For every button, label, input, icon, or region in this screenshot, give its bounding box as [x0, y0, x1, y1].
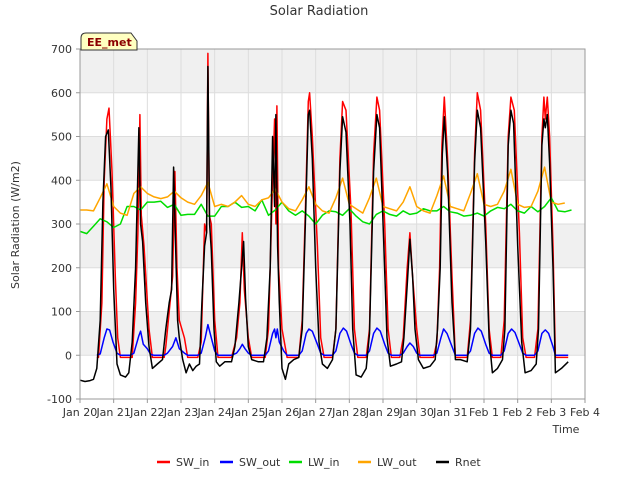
- y-tick-label: 600: [51, 87, 72, 100]
- y-tick-label: 500: [51, 131, 72, 144]
- legend-label-lw_in: LW_in: [308, 456, 340, 469]
- x-tick-label: Jan 26: [264, 406, 299, 419]
- background-band: [80, 136, 585, 181]
- background-band: [80, 224, 585, 268]
- x-tick-label: Jan 28: [331, 406, 366, 419]
- legend: SW_in SW_out LW_in LW_out Rnet: [157, 456, 481, 469]
- x-tick-label: Feb 2: [503, 406, 533, 419]
- series-line-rnet: [79, 65, 569, 383]
- x-axis-label: Time: [552, 423, 580, 436]
- y-axis-label: Solar Radiation (W/m2): [9, 161, 22, 289]
- background-band: [80, 311, 585, 356]
- x-tick-label: Jan 24: [196, 406, 231, 419]
- x-tick-label: Jan 25: [230, 406, 265, 419]
- x-tick-label: Jan 22: [129, 406, 164, 419]
- station-badge: EE_met: [80, 32, 138, 51]
- legend-label-sw_out: SW_out: [239, 456, 281, 469]
- x-tick-label: Jan 29: [365, 406, 400, 419]
- legend-label-sw_in: SW_in: [176, 456, 209, 469]
- chart-title: Solar Radiation: [270, 4, 369, 19]
- x-tick-label: Jan 21: [95, 406, 130, 419]
- x-tick-label: Jan 20: [62, 406, 97, 419]
- y-tick-label: 0: [65, 349, 72, 362]
- x-tick-label: Feb 3: [536, 406, 566, 419]
- x-tick-label: Feb 4: [570, 406, 600, 419]
- x-axis-ticks: Jan 20 Jan 21 Jan 22 Jan 23 Jan 24 Jan 25 Jan …: [62, 399, 600, 419]
- legend-label-rnet: Rnet: [455, 456, 481, 469]
- series-line-lw_in: [79, 197, 572, 235]
- series-lines: [79, 52, 572, 383]
- x-tick-label: Jan 31: [432, 406, 467, 419]
- background-bands: [80, 49, 585, 356]
- series-line-sw_out: [96, 323, 569, 357]
- x-tick-label: Feb 1: [469, 406, 499, 419]
- x-tick-label: Jan 23: [163, 406, 198, 419]
- x-tick-label: Jan 30: [398, 406, 433, 419]
- y-tick-label: 400: [51, 174, 72, 187]
- y-axis-ticks: -100 0 100 200 300 400 500 600 700: [47, 43, 80, 406]
- y-tick-label: -100: [47, 393, 72, 406]
- x-tick-label: Jan 27: [297, 406, 332, 419]
- y-tick-label: 300: [51, 218, 72, 231]
- background-band: [80, 49, 585, 93]
- y-tick-label: 700: [51, 43, 72, 56]
- y-tick-label: 100: [51, 306, 72, 319]
- station-badge-label: EE_met: [87, 36, 132, 49]
- y-tick-label: 200: [51, 262, 72, 275]
- legend-label-lw_out: LW_out: [377, 456, 417, 469]
